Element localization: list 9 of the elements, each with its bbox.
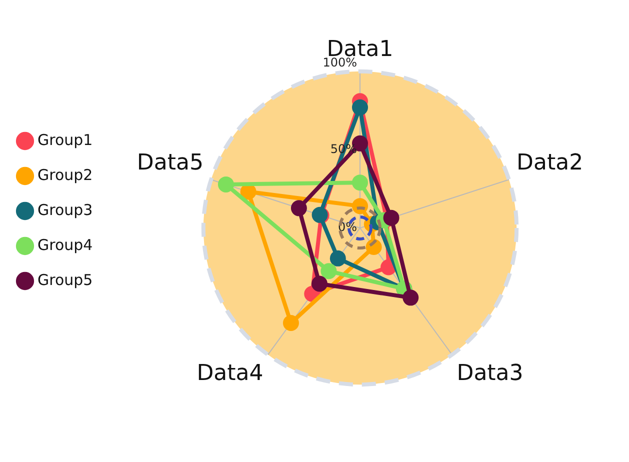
spoke-label: Data4	[196, 361, 264, 386]
spoke-label: Data5	[136, 150, 204, 176]
spoke-label: Data2	[516, 150, 584, 176]
legend-label: Group3	[38, 200, 93, 219]
legend-label: Group1	[38, 130, 93, 149]
legend-label: Group5	[38, 270, 93, 289]
legend-label: Group2	[38, 166, 93, 184]
legend-label: Group4	[38, 236, 93, 254]
spoke-label: Data3	[456, 361, 524, 386]
